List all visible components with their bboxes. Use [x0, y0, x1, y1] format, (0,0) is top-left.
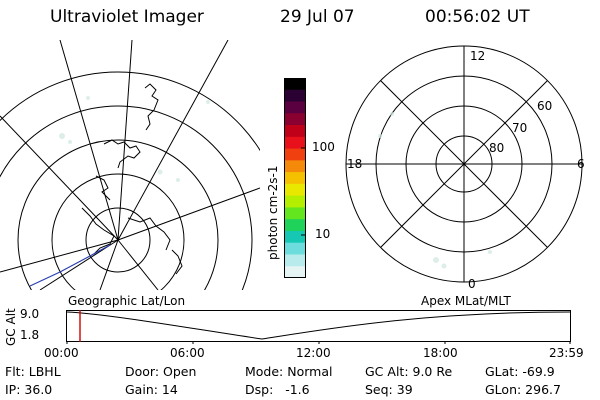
- lat-label-60: 60: [537, 99, 552, 113]
- info-gain: Gain: 14: [125, 382, 178, 397]
- info-flt: Flt: LBHL: [5, 364, 61, 379]
- colorbar-stripe: [284, 113, 306, 126]
- info-seq: Seq: 39: [365, 382, 413, 397]
- app-title: Ultraviolet Imager: [50, 7, 204, 27]
- info-glon: GLon: 296.7: [485, 382, 561, 397]
- colorbar-stripe: [284, 172, 306, 185]
- colorbar-stripe: [284, 148, 306, 161]
- colorbar-stripe: [284, 219, 306, 232]
- geographic-caption: Geographic Lat/Lon: [68, 294, 186, 308]
- colorbar-unit-label: photon cm-2s-1: [266, 165, 280, 261]
- colorbar-stripe: [284, 195, 306, 209]
- colorbar-stripe: [284, 207, 306, 220]
- ytick-1-8: 1.8: [20, 328, 40, 342]
- info-ip: IP: 36.0: [5, 382, 53, 397]
- colorbar-stripe: [284, 125, 306, 138]
- colorbar-tick-100: 100: [312, 140, 335, 154]
- colorbar-stripe: [284, 101, 306, 114]
- apex-caption: Apex MLat/MLT: [421, 294, 511, 308]
- ytick-9: 9.0: [20, 307, 40, 321]
- xtick-2359: 23:59: [549, 346, 584, 360]
- colorbar-stripe: [284, 136, 306, 150]
- altitude-timeline: [66, 310, 571, 344]
- clock-label-6: 6: [577, 157, 585, 171]
- clock-label-0: 0: [468, 277, 476, 290]
- colorbar-stripe: [284, 254, 306, 267]
- xtick-0600: 06:00: [170, 346, 205, 360]
- colorbar-stripe: [284, 266, 306, 278]
- colorbar-tick-10: 10: [315, 227, 331, 241]
- lat-label-80: 80: [489, 141, 504, 155]
- xtick-0000: 00:00: [44, 346, 79, 360]
- colorbar-stripe: [284, 78, 306, 91]
- date-label: 29 Jul 07: [280, 7, 355, 27]
- xtick-1200: 12:00: [296, 346, 331, 360]
- colorbar-stripe: [284, 183, 306, 197]
- lat-label-70: 70: [512, 121, 527, 135]
- geographic-map: [0, 40, 260, 290]
- colorbar-stripe: [284, 89, 306, 103]
- clock-label-18: 18: [347, 157, 362, 171]
- time-label: 00:56:02 UT: [425, 7, 530, 27]
- info-dsp: Dsp: -1.6: [245, 382, 310, 397]
- colorbar-stripe: [284, 160, 306, 173]
- info-gc-alt: GC Alt: 9.0 Re: [365, 364, 453, 379]
- xtick-1800: 18:00: [423, 346, 458, 360]
- info-glat: GLat: -69.9: [485, 364, 555, 379]
- info-mode: Mode: Normal: [245, 364, 333, 379]
- info-door: Door: Open: [125, 364, 197, 379]
- polar-plot: 12 18 6 0 60 70 80: [345, 45, 585, 290]
- colorbar: [284, 78, 306, 278]
- clock-label-12: 12: [470, 49, 485, 63]
- colorbar-stripe: [284, 230, 306, 244]
- colorbar-stripe: [284, 242, 306, 256]
